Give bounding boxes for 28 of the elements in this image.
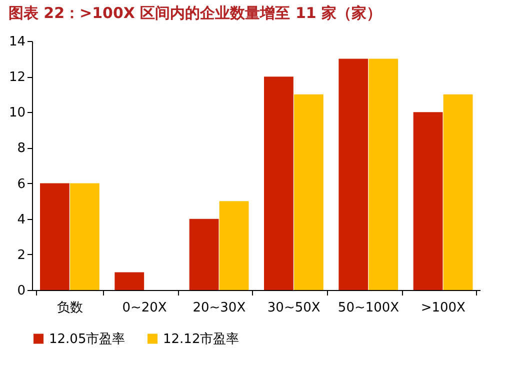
bar	[294, 94, 324, 290]
y-tick-label: 0	[17, 284, 26, 298]
y-tick-label: 4	[17, 212, 26, 228]
chart-title: 图表 22：>100X 区间内的企业数量增至 11 家（家）	[8, 4, 382, 22]
legend-label: 12.05市盈率	[49, 330, 126, 347]
x-tick-label: 20~30X	[192, 300, 246, 316]
y-tick-label: 6	[17, 176, 26, 192]
y-tick-label: 12	[8, 70, 26, 86]
bar	[413, 112, 443, 290]
x-tick-label: 50~100X	[338, 300, 400, 316]
bar	[189, 218, 219, 290]
x-tick-label: 负数	[56, 300, 83, 316]
bar	[70, 183, 100, 290]
bar	[368, 58, 398, 290]
bar	[40, 183, 70, 290]
legend-label: 12.12市盈率	[163, 330, 240, 347]
x-tick-label: 0~20X	[122, 300, 167, 316]
x-tick-label: >100X	[420, 300, 466, 316]
y-tick-label: 10	[8, 106, 26, 121]
bar	[219, 201, 249, 290]
y-tick-label: 14	[8, 34, 26, 50]
y-tick-label: 2	[17, 248, 26, 263]
bar	[338, 58, 368, 290]
x-tick-label: 30~50X	[267, 300, 320, 316]
bar	[114, 272, 144, 290]
bar	[264, 76, 294, 290]
y-tick-label: 8	[17, 141, 26, 156]
bar	[443, 94, 473, 290]
